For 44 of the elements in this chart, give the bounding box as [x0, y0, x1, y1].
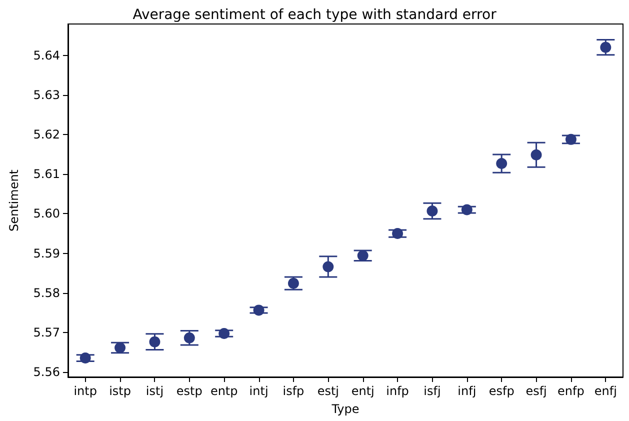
x-tick-label: intj — [249, 384, 268, 398]
point — [288, 278, 299, 289]
point — [461, 204, 472, 216]
y-tick-label: 5.64 — [33, 48, 60, 63]
point — [322, 261, 334, 272]
point — [253, 304, 264, 316]
y-tick-label: 5.61 — [33, 167, 60, 182]
point — [184, 332, 195, 344]
x-tick-label: infj — [458, 384, 476, 398]
x-tick-label: infp — [386, 384, 409, 398]
x-tick-label: istp — [109, 384, 131, 398]
y-tick-label: 5.62 — [33, 128, 60, 142]
point — [80, 352, 91, 364]
point — [218, 328, 230, 340]
y-axis-title: Sentiment — [7, 169, 21, 232]
point — [392, 228, 404, 240]
x-tick-label: enfp — [558, 384, 584, 398]
x-axis-title: Type — [330, 402, 360, 416]
y-tick-label: 5.60 — [33, 206, 60, 221]
point — [149, 336, 160, 348]
x-tick-label: entp — [210, 384, 238, 398]
y-tick-label: 5.58 — [33, 286, 60, 300]
point — [114, 342, 126, 354]
x-tick-label: intp — [74, 384, 97, 398]
y-tick-label: 5.59 — [33, 246, 60, 260]
x-tick-label: isfj — [424, 384, 441, 398]
x-tick-label: enfj — [594, 384, 617, 398]
chart-title: Average sentiment of each type with standard error — [132, 7, 497, 23]
x-tick-label: esfp — [488, 384, 514, 398]
x-tick-label: isfp — [282, 384, 304, 398]
x-tick-label: estj — [317, 384, 339, 398]
x-tick-label: entj — [351, 384, 374, 398]
point — [357, 250, 368, 262]
point — [600, 42, 612, 53]
y-tick-label: 5.56 — [33, 364, 60, 379]
point — [530, 149, 542, 160]
x-tick-label: istj — [146, 384, 164, 398]
x-tick-label: esfj — [526, 384, 547, 398]
point — [496, 158, 508, 170]
x-tick-label: estp — [176, 384, 202, 398]
point — [565, 134, 576, 145]
y-tick-label: 5.57 — [33, 325, 60, 340]
y-tick-label: 5.63 — [33, 88, 60, 102]
point — [426, 205, 438, 216]
